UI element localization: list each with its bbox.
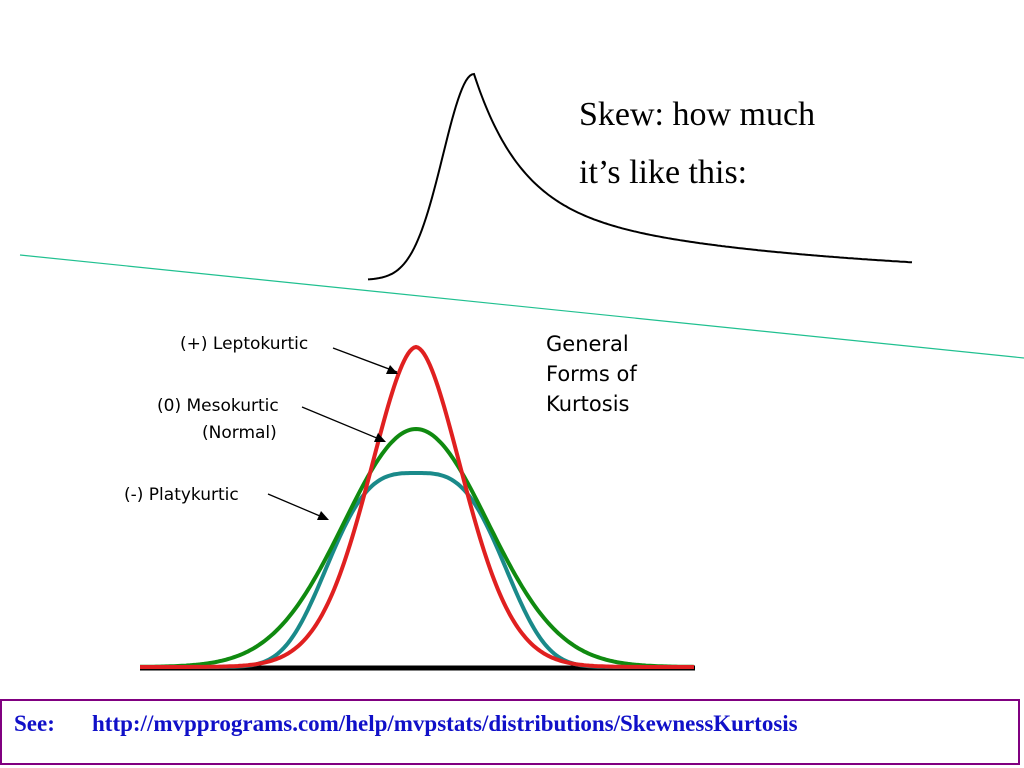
kurtosis-title-line-1: General [546,332,629,356]
kurtosis-title: General Forms of Kurtosis [546,329,637,419]
kurtosis-title-line-3: Kurtosis [546,392,630,416]
see-label: See: [14,711,55,736]
skew-caption: Skew: how much it’s like this: [579,86,815,202]
leptokurtic-curve [140,344,694,669]
meso-arrow [301,406,385,442]
footer-text: See: http://mvpprograms.com/help/mvpstats… [14,711,798,737]
lepto-arrow [332,347,398,373]
skew-caption-line-1: Skew: how much [579,96,816,133]
meso-arrowhead [374,433,386,442]
kurtosis-figure [19,72,1024,671]
platy-arrowhead [317,511,329,520]
platy-arrow [267,493,328,520]
skew-caption-line-2: it’s like this: [579,154,748,191]
leptokurtic-label: (+) Leptokurtic [180,334,309,354]
divider-line [19,254,1024,359]
platykurtic-label: (-) Platykurtic [124,485,239,505]
mesokurtic-label: (0) Mesokurtic [157,396,279,416]
mesokurtic-curve [140,426,695,669]
source-url[interactable]: http://mvpprograms.com/help/mvpstats/dis… [92,711,798,736]
normal-label: (Normal) [202,423,277,443]
lepto-arrowhead [386,365,398,374]
kurtosis-title-line-2: Forms of [546,362,637,386]
footer-box: See: http://mvpprograms.com/help/mvpstats… [0,699,1020,765]
skew-curve [367,72,913,281]
